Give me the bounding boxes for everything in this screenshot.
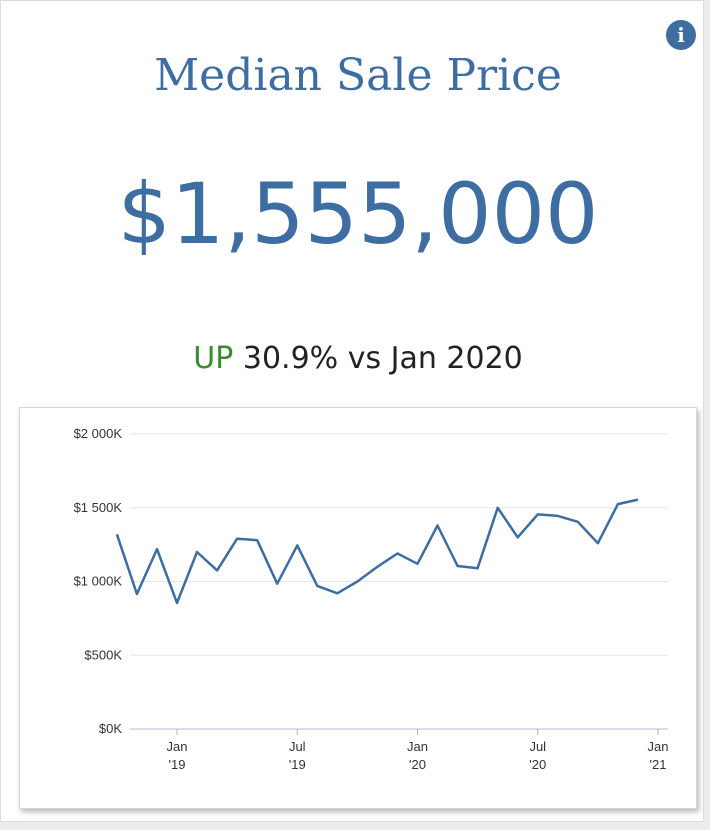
y-tick-label: $2 000K [74,426,123,441]
x-tick-label-month: Jan [407,739,428,754]
info-icon[interactable]: i [666,20,696,50]
change-direction: UP [193,341,234,376]
change-text: 30.9% vs Jan 2020 [242,341,523,376]
x-tick-label-year: '19 [289,757,306,772]
median-price-value: $1,555,000 [117,165,599,263]
x-tick-label-month: Jul [289,739,306,754]
x-tick-label-month: Jan [648,739,669,754]
x-tick-label-year: '20 [409,757,426,772]
x-tick-label-month: Jan [167,739,188,754]
price-chart: $0K $500K $1 000K $1 500K $2 000K Jan '19 Jul '1… [19,407,697,809]
change-summary: UP 30.9% vs Jan 2020 [1,339,710,379]
series-line [115,498,639,605]
y-tick-label: $1 500K [74,500,123,515]
x-tick-label-year: '19 [169,757,186,772]
card-title: Median Sale Price [154,50,562,101]
y-tick-label: $500K [84,647,122,662]
x-tick-label-year: '21 [650,757,667,772]
y-tick-label: $1 000K [74,574,123,589]
x-tick-label-month: Jul [529,739,546,754]
price-chart-svg: $0K $500K $1 000K $1 500K $2 000K Jan '19 Jul '1… [74,426,669,772]
y-tick-label: $0K [99,721,122,736]
x-tick-label-year: '20 [529,757,546,772]
